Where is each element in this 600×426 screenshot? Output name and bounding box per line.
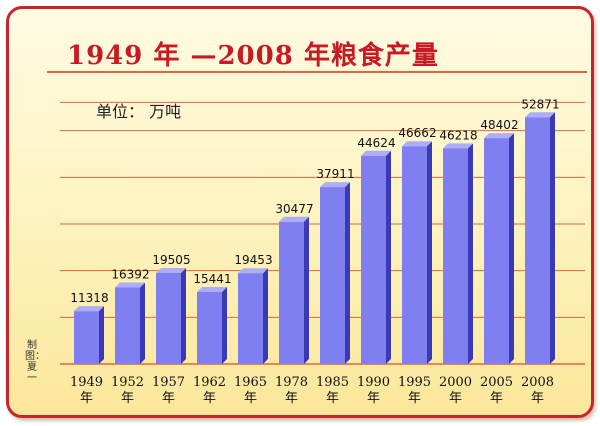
x-tick-suffix: 年 — [490, 391, 503, 406]
x-tick-suffix: 年 — [367, 391, 380, 406]
x-tick-suffix: 年 — [121, 391, 134, 406]
bar-top — [361, 150, 391, 156]
value-label: 37911 — [316, 167, 354, 181]
bar-top — [443, 143, 473, 149]
value-label: 52871 — [521, 97, 559, 111]
x-tick-label: 1990 — [357, 375, 390, 390]
value-label: 19453 — [234, 253, 272, 267]
bar-top — [115, 282, 145, 288]
x-tick-suffix: 年 — [244, 391, 257, 406]
bar-top — [74, 306, 104, 312]
x-tick-suffix: 年 — [326, 391, 339, 406]
bar — [361, 155, 386, 364]
bar-side — [99, 306, 104, 364]
value-label: 48402 — [480, 118, 518, 132]
bar — [115, 287, 140, 364]
value-label: 46662 — [398, 126, 436, 140]
x-tick-label: 2000 — [439, 375, 472, 390]
x-tick-label: 1995 — [398, 375, 431, 390]
x-tick-label: 1957 — [152, 375, 185, 390]
bar — [320, 187, 345, 364]
bar — [238, 273, 263, 364]
bar-side — [345, 182, 350, 364]
bar-top — [279, 216, 309, 222]
bar-side — [222, 286, 227, 364]
bar-side — [468, 143, 473, 364]
bar — [525, 117, 550, 364]
value-label: 44624 — [357, 136, 395, 150]
value-label: 15441 — [193, 272, 231, 286]
bar-side — [140, 282, 145, 364]
bar-side — [386, 150, 391, 364]
unit-label: 单位： 万吨 — [96, 102, 182, 121]
bar-side — [263, 268, 268, 364]
x-tick-suffix: 年 — [162, 391, 175, 406]
x-tick-suffix: 年 — [80, 391, 93, 406]
value-label: 19505 — [152, 253, 190, 267]
title-underline — [47, 71, 587, 73]
bar-top — [156, 267, 186, 273]
x-tick-label: 1978 — [275, 375, 308, 390]
x-tick-suffix: 年 — [449, 391, 462, 406]
value-label: 16392 — [111, 268, 149, 282]
x-tick-label: 1985 — [316, 375, 349, 390]
value-label: 46218 — [439, 128, 477, 142]
value-label: 11318 — [70, 291, 108, 305]
credit-text: 制图：夏一 — [25, 340, 45, 384]
x-tick-label: 2008 — [521, 375, 554, 390]
x-tick-label: 1965 — [234, 375, 267, 390]
bar-top — [320, 182, 350, 188]
bar — [197, 291, 222, 364]
bar — [156, 272, 181, 364]
bar-side — [550, 112, 555, 364]
chart-title: 1949 年 —2008 年粮食产量 — [67, 41, 439, 71]
bar — [484, 138, 509, 364]
bar-top — [402, 141, 432, 147]
bar — [402, 146, 427, 364]
x-tick-label: 1952 — [111, 375, 144, 390]
bar-top — [238, 268, 268, 274]
bar-side — [181, 267, 186, 364]
bar-top — [197, 286, 227, 292]
x-tick-label: 1962 — [193, 375, 226, 390]
x-tick-suffix: 年 — [203, 391, 216, 406]
bar-side — [427, 141, 432, 364]
bar-top — [484, 133, 514, 139]
bar — [74, 311, 99, 364]
x-tick-suffix: 年 — [408, 391, 421, 406]
bar — [443, 148, 468, 364]
x-tick-suffix: 年 — [531, 391, 544, 406]
bar-side — [509, 133, 514, 364]
bar — [279, 221, 304, 364]
value-label: 30477 — [275, 202, 313, 216]
x-tick-label: 2005 — [480, 375, 513, 390]
bar-side — [304, 216, 309, 364]
bar-top — [525, 112, 555, 118]
x-tick-suffix: 年 — [285, 391, 298, 406]
x-tick-label: 1949 — [70, 375, 103, 390]
